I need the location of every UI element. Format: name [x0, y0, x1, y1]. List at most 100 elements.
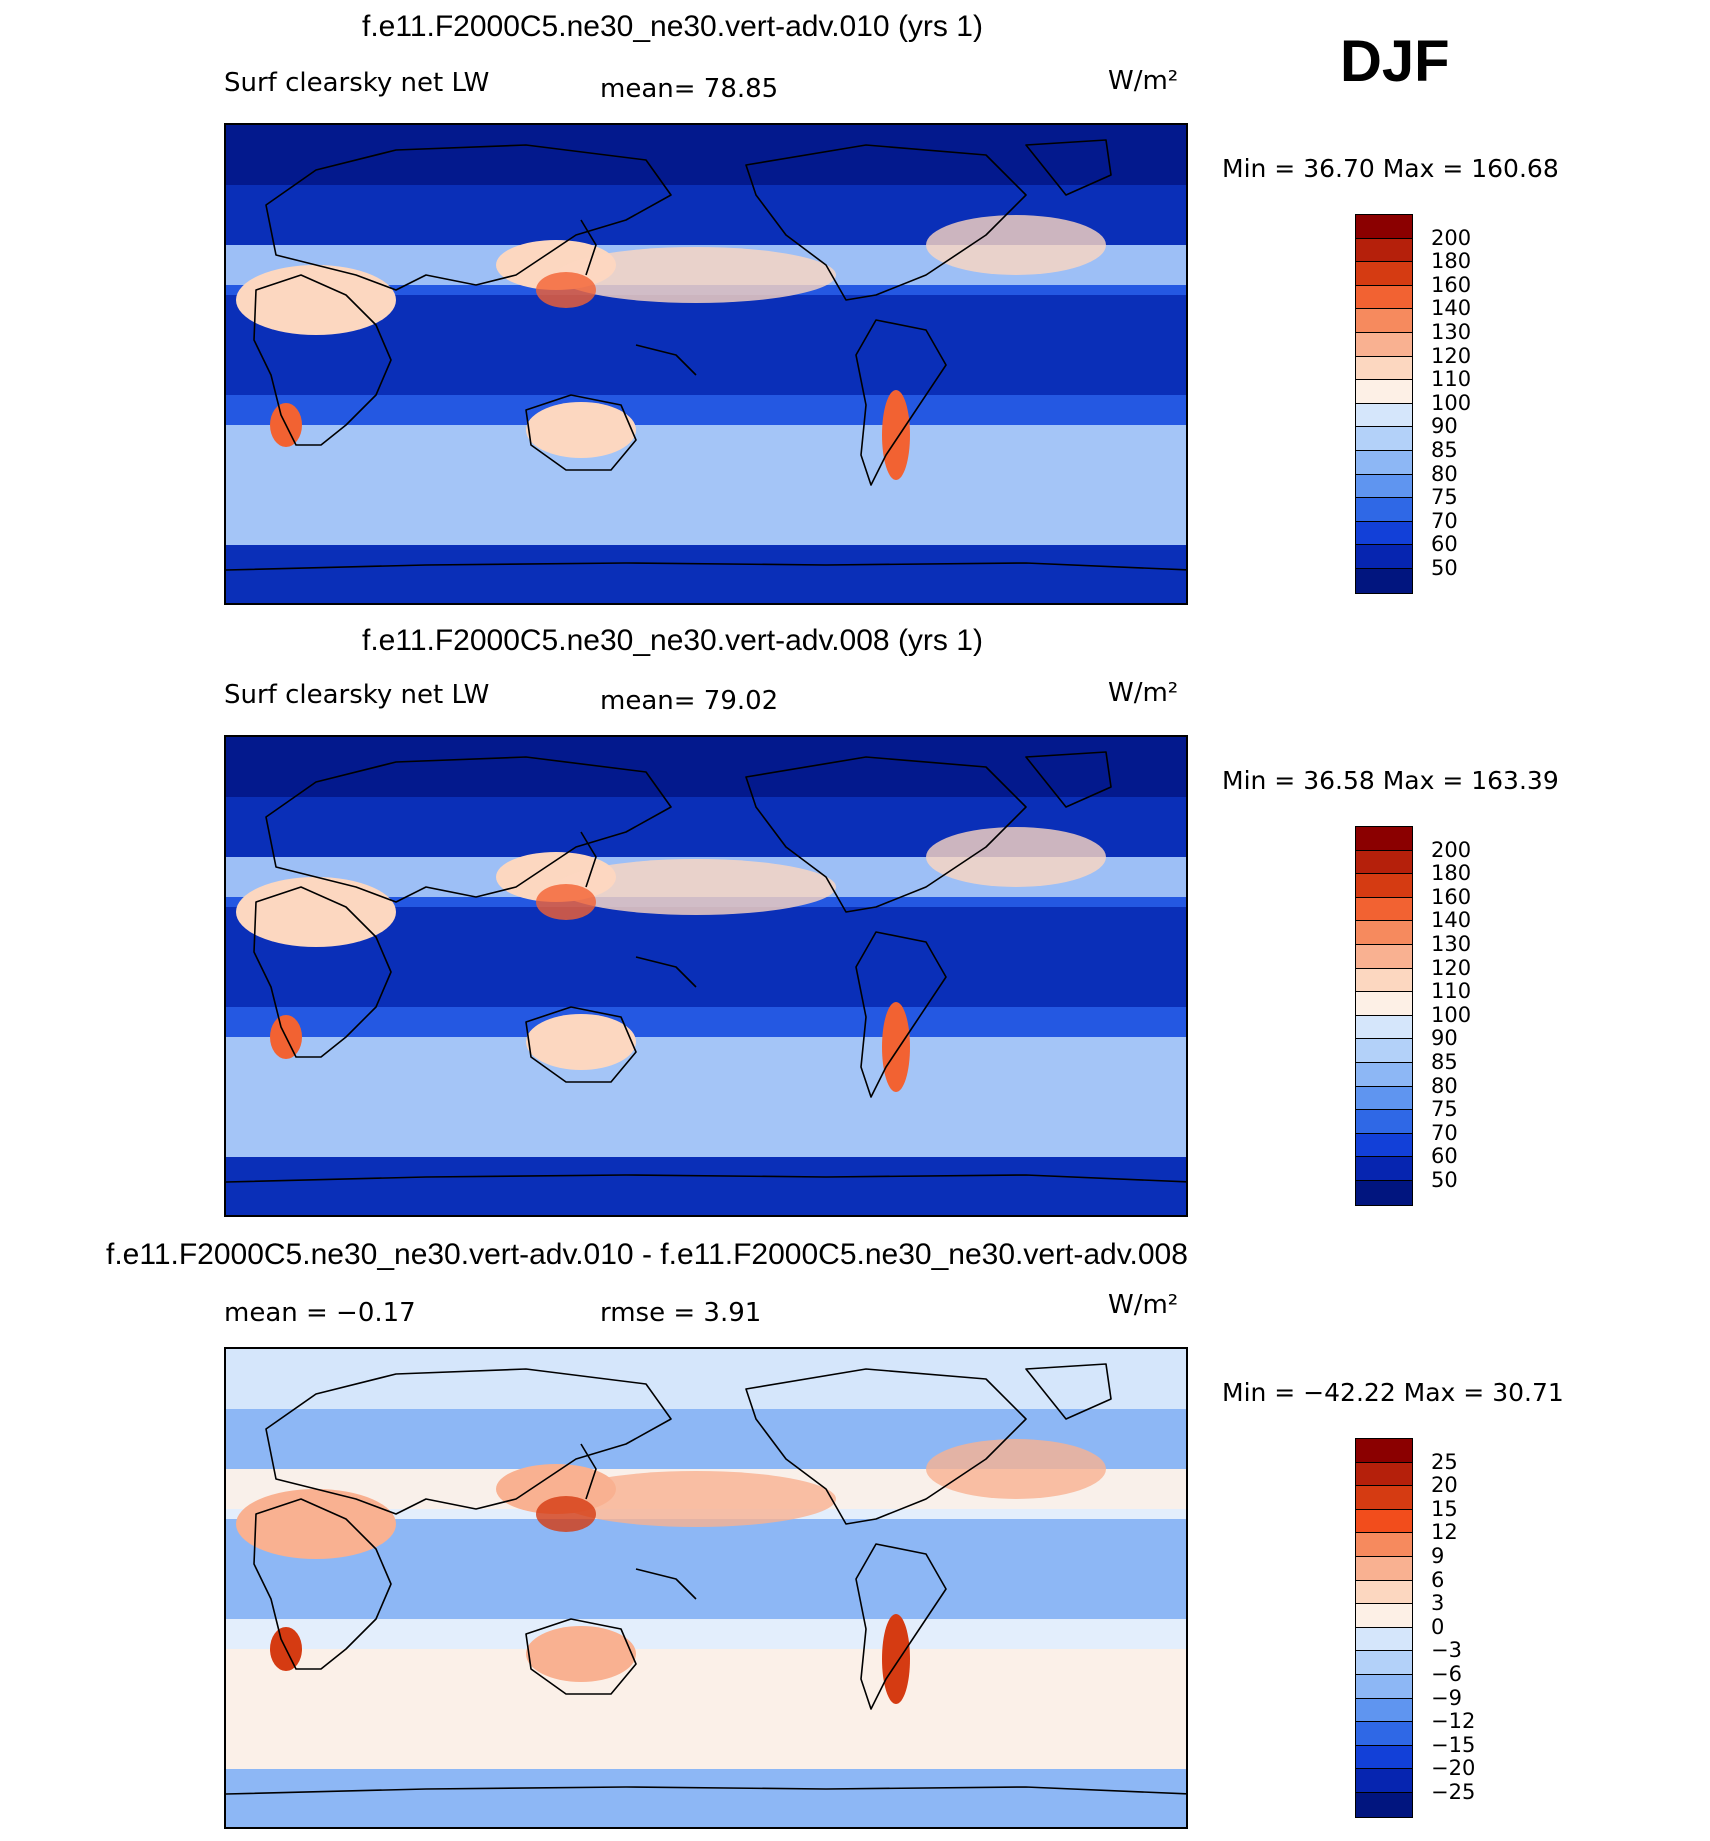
map-field	[226, 125, 1186, 603]
colorbar-swatch	[1356, 309, 1412, 333]
colorbar-swatch	[1356, 1039, 1412, 1063]
field-warm-region-pacific	[556, 859, 836, 915]
colorbar-level-label: 180	[1431, 249, 1472, 274]
coastline	[1025, 139, 1112, 196]
field-warm-region-pacific	[556, 247, 836, 303]
colorbar-swatch	[1356, 1580, 1412, 1605]
panel-1-title: f.e11.F2000C5.ne30_ne30.vert-adv.010 (yr…	[362, 10, 983, 43]
field-warm-region-atlantic	[926, 827, 1106, 887]
panel-2-mean-label: mean= 79.02	[600, 686, 779, 716]
coastline	[855, 319, 947, 486]
colorbar-swatch	[1356, 1745, 1412, 1770]
colorbar-level-label: −3	[1431, 1638, 1462, 1663]
field-southern-band	[226, 425, 1186, 545]
coastline	[525, 1618, 637, 1695]
panel-1-unit: W/m²	[1108, 66, 1179, 96]
panel-1-map	[224, 123, 1188, 605]
colorbar-level-label: 200	[1431, 225, 1472, 250]
colorbar-swatch	[1356, 427, 1412, 451]
colorbar-swatch	[1356, 1651, 1412, 1675]
field-warm-region-pacific	[556, 1471, 836, 1527]
colorbar-level-label: 200	[1431, 837, 1472, 862]
colorbar-swatch	[1356, 1133, 1412, 1158]
colorbar-swatch	[1356, 498, 1412, 522]
colorbar-swatch	[1356, 1086, 1412, 1111]
colorbar-swatch	[1356, 944, 1412, 969]
field-hot-region-east-asia	[536, 272, 596, 308]
coastline	[745, 144, 1027, 301]
colorbar-swatch	[1356, 215, 1412, 239]
field-warm-region-australia	[526, 1014, 636, 1070]
coastline	[265, 144, 672, 291]
colorbar-level-label: 9	[1431, 1544, 1445, 1568]
colorbar-swatch	[1356, 403, 1412, 428]
colorbar-level-label: 90	[1431, 414, 1458, 439]
colorbar-level-label: 130	[1431, 932, 1472, 956]
panel-1-mean-label: mean= 78.85	[600, 74, 779, 104]
coastline	[253, 886, 392, 1058]
panel-3-rmse-label: rmse = 3.91	[600, 1298, 762, 1328]
colorbar-swatch	[1356, 332, 1412, 357]
colorbar-level-label: 50	[1431, 1168, 1458, 1192]
colorbar-level-label: −9	[1431, 1685, 1462, 1710]
colorbar-swatch	[1356, 1792, 1412, 1817]
colorbar-swatch	[1356, 968, 1412, 993]
coastline	[1025, 751, 1112, 808]
colorbar-swatch	[1356, 1769, 1412, 1793]
colorbar-level-label: 85	[1431, 438, 1458, 462]
colorbar-level-label: 140	[1431, 908, 1472, 933]
panel-3-map	[224, 1347, 1188, 1829]
field-southern-band	[226, 1037, 1186, 1157]
colorbar-swatch	[1356, 545, 1412, 569]
field-north-polar-band	[226, 1349, 1186, 1409]
colorbar-swatch	[1356, 1439, 1412, 1463]
colorbar-swatch	[1356, 1722, 1412, 1746]
coastline	[580, 831, 597, 888]
panel-3-colorbar: 25 20 15 12 9 6 3 0 −3 −6 −9 −12 −15 −20 −25	[1355, 1438, 1475, 1818]
field-hot-region-east-asia	[536, 884, 596, 920]
colorbar-level-label: 75	[1431, 1097, 1458, 1122]
colorbar-level-label: 70	[1431, 1120, 1458, 1145]
coastline	[1025, 1363, 1112, 1420]
colorbar-level-label: 70	[1431, 508, 1458, 533]
coastline	[226, 1786, 1186, 1795]
field-warm-region-atlantic	[926, 1439, 1106, 1499]
colorbar-level-label: 3	[1431, 1591, 1445, 1616]
coastline	[745, 756, 1027, 913]
colorbar-level-label: 160	[1431, 272, 1472, 297]
colorbar-swatch	[1356, 1627, 1412, 1652]
coastline	[635, 1568, 697, 1600]
panel-2-minmax: Min = 36.58 Max = 163.39	[1222, 766, 1559, 795]
colorbar-level-label: 20	[1431, 1473, 1458, 1498]
field-southern-band	[226, 1649, 1186, 1769]
panel-2-unit: W/m²	[1108, 678, 1179, 708]
colorbar-level-label: 90	[1431, 1026, 1458, 1051]
colorbar-swatch	[1356, 450, 1412, 475]
colorbar-swatch	[1356, 1157, 1412, 1181]
colorbar-swatch	[1356, 1604, 1412, 1628]
coastline	[226, 1174, 1186, 1183]
colorbar-level-label: 50	[1431, 556, 1458, 580]
colorbar-swatch	[1356, 992, 1412, 1016]
coastline	[580, 1443, 597, 1500]
field-hot-region-andes	[882, 1002, 910, 1092]
panel-2-title: f.e11.F2000C5.ne30_ne30.vert-adv.008 (yr…	[362, 624, 983, 657]
panel-3-mean-label: mean = −0.17	[224, 1298, 416, 1328]
coastline	[525, 1006, 637, 1083]
colorbar-level-label: 140	[1431, 296, 1472, 321]
field-hot-region-east-asia	[536, 1496, 596, 1532]
coastline	[226, 562, 1186, 571]
colorbar-level-label: 160	[1431, 884, 1472, 909]
colorbar-level-label: 25	[1431, 1449, 1458, 1474]
coastline	[253, 274, 392, 446]
field-hot-region-andes	[882, 1614, 910, 1704]
panel-1-colorbar: 200 180 160 140 130 120 110 100 90 85 80 75 70 60 50	[1355, 214, 1471, 594]
colorbar-swatch	[1356, 238, 1412, 263]
field-warm-region-sahara	[236, 1489, 396, 1559]
colorbar-swatch	[1356, 897, 1412, 922]
colorbar-swatch	[1356, 262, 1412, 286]
colorbar-level-label: 0	[1431, 1614, 1445, 1639]
colorbar-level-label: 60	[1431, 532, 1458, 557]
season-label: DJF	[1340, 29, 1450, 94]
field-antarctic-band	[226, 1157, 1186, 1215]
